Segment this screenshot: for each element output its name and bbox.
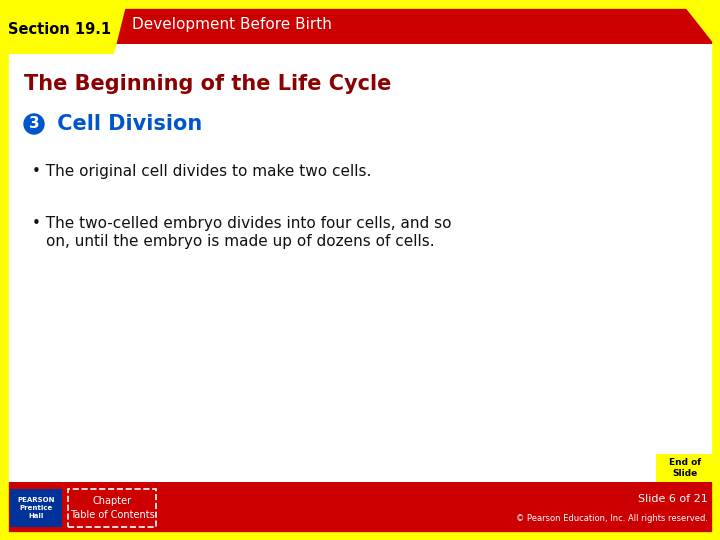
- Text: Cell Division: Cell Division: [50, 114, 202, 134]
- Polygon shape: [6, 6, 126, 54]
- Text: • The original cell divides to make two cells.: • The original cell divides to make two …: [32, 164, 372, 179]
- Text: © Pearson Education, Inc. All rights reserved.: © Pearson Education, Inc. All rights res…: [516, 514, 708, 523]
- Text: Section 19.1: Section 19.1: [9, 23, 112, 37]
- Text: Slide 6 of 21: Slide 6 of 21: [638, 494, 708, 504]
- Polygon shape: [684, 6, 714, 44]
- Text: The Beginning of the Life Cycle: The Beginning of the Life Cycle: [24, 74, 392, 94]
- Bar: [656, 454, 714, 482]
- Circle shape: [24, 114, 44, 134]
- Bar: [6, 482, 714, 534]
- Text: Development Before Birth: Development Before Birth: [132, 17, 332, 32]
- Text: • The two-celled embryo divides into four cells, and so: • The two-celled embryo divides into fou…: [32, 216, 451, 231]
- Bar: [68, 489, 156, 527]
- Text: on, until the embryo is made up of dozens of cells.: on, until the embryo is made up of dozen…: [46, 234, 435, 249]
- Bar: [10, 489, 62, 527]
- Bar: [6, 6, 714, 44]
- Text: 3: 3: [29, 117, 40, 132]
- Text: Chapter
Table of Contents: Chapter Table of Contents: [70, 496, 154, 519]
- Text: PEARSON
Prentice
Hall: PEARSON Prentice Hall: [17, 497, 55, 519]
- Text: End of
Slide: End of Slide: [669, 458, 701, 478]
